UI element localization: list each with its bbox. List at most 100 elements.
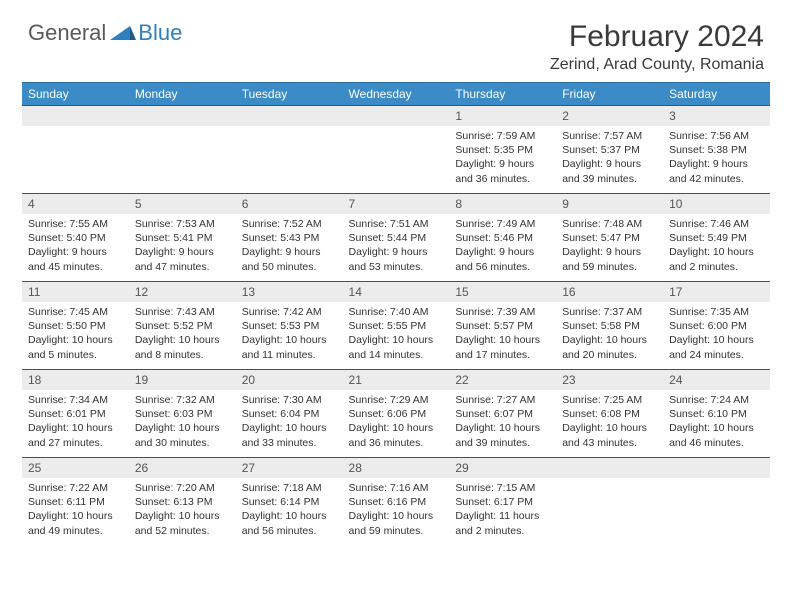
day-number: 20 — [236, 370, 343, 390]
day-header: Monday — [129, 83, 236, 106]
day-number — [129, 106, 236, 126]
calendar-cell: 11Sunrise: 7:45 AMSunset: 5:50 PMDayligh… — [22, 282, 129, 370]
day-details: Sunrise: 7:42 AMSunset: 5:53 PMDaylight:… — [236, 302, 343, 366]
calendar-cell: 12Sunrise: 7:43 AMSunset: 5:52 PMDayligh… — [129, 282, 236, 370]
day-header: Wednesday — [343, 83, 450, 106]
day-header: Tuesday — [236, 83, 343, 106]
day-header: Saturday — [663, 83, 770, 106]
day-number: 9 — [556, 194, 663, 214]
day-number — [236, 106, 343, 126]
day-number: 11 — [22, 282, 129, 302]
calendar-cell: 24Sunrise: 7:24 AMSunset: 6:10 PMDayligh… — [663, 370, 770, 458]
day-number: 16 — [556, 282, 663, 302]
day-number — [343, 106, 450, 126]
calendar-cell: 28Sunrise: 7:16 AMSunset: 6:16 PMDayligh… — [343, 458, 450, 546]
calendar-cell: 21Sunrise: 7:29 AMSunset: 6:06 PMDayligh… — [343, 370, 450, 458]
logo: General Blue — [28, 20, 182, 46]
day-number: 3 — [663, 106, 770, 126]
day-details: Sunrise: 7:59 AMSunset: 5:35 PMDaylight:… — [449, 126, 556, 190]
day-details: Sunrise: 7:48 AMSunset: 5:47 PMDaylight:… — [556, 214, 663, 278]
day-details: Sunrise: 7:39 AMSunset: 5:57 PMDaylight:… — [449, 302, 556, 366]
day-number: 6 — [236, 194, 343, 214]
calendar-cell: 25Sunrise: 7:22 AMSunset: 6:11 PMDayligh… — [22, 458, 129, 546]
day-details: Sunrise: 7:55 AMSunset: 5:40 PMDaylight:… — [22, 214, 129, 278]
calendar-cell: 13Sunrise: 7:42 AMSunset: 5:53 PMDayligh… — [236, 282, 343, 370]
day-details: Sunrise: 7:37 AMSunset: 5:58 PMDaylight:… — [556, 302, 663, 366]
day-details: Sunrise: 7:35 AMSunset: 6:00 PMDaylight:… — [663, 302, 770, 366]
logo-text-blue: Blue — [138, 20, 182, 46]
day-details: Sunrise: 7:18 AMSunset: 6:14 PMDaylight:… — [236, 478, 343, 542]
calendar-cell — [343, 106, 450, 194]
day-number: 22 — [449, 370, 556, 390]
title-block: February 2024 Zerind, Arad County, Roman… — [550, 20, 764, 74]
calendar-cell: 26Sunrise: 7:20 AMSunset: 6:13 PMDayligh… — [129, 458, 236, 546]
calendar-cell — [22, 106, 129, 194]
day-details: Sunrise: 7:52 AMSunset: 5:43 PMDaylight:… — [236, 214, 343, 278]
day-number: 25 — [22, 458, 129, 478]
day-details: Sunrise: 7:40 AMSunset: 5:55 PMDaylight:… — [343, 302, 450, 366]
calendar-cell: 2Sunrise: 7:57 AMSunset: 5:37 PMDaylight… — [556, 106, 663, 194]
logo-triangle-icon — [110, 22, 136, 45]
day-number: 1 — [449, 106, 556, 126]
day-header: Sunday — [22, 83, 129, 106]
calendar-cell — [556, 458, 663, 546]
day-number: 29 — [449, 458, 556, 478]
calendar-week: 11Sunrise: 7:45 AMSunset: 5:50 PMDayligh… — [22, 282, 770, 370]
logo-text-general: General — [28, 20, 106, 46]
day-details: Sunrise: 7:22 AMSunset: 6:11 PMDaylight:… — [22, 478, 129, 542]
day-number: 15 — [449, 282, 556, 302]
calendar-body: 1Sunrise: 7:59 AMSunset: 5:35 PMDaylight… — [22, 106, 770, 546]
calendar-week: 25Sunrise: 7:22 AMSunset: 6:11 PMDayligh… — [22, 458, 770, 546]
day-details: Sunrise: 7:32 AMSunset: 6:03 PMDaylight:… — [129, 390, 236, 454]
calendar-cell: 7Sunrise: 7:51 AMSunset: 5:44 PMDaylight… — [343, 194, 450, 282]
calendar-cell: 15Sunrise: 7:39 AMSunset: 5:57 PMDayligh… — [449, 282, 556, 370]
calendar-cell: 5Sunrise: 7:53 AMSunset: 5:41 PMDaylight… — [129, 194, 236, 282]
day-details: Sunrise: 7:20 AMSunset: 6:13 PMDaylight:… — [129, 478, 236, 542]
calendar-cell: 14Sunrise: 7:40 AMSunset: 5:55 PMDayligh… — [343, 282, 450, 370]
calendar-week: 1Sunrise: 7:59 AMSunset: 5:35 PMDaylight… — [22, 106, 770, 194]
day-details: Sunrise: 7:57 AMSunset: 5:37 PMDaylight:… — [556, 126, 663, 190]
calendar-cell: 3Sunrise: 7:56 AMSunset: 5:38 PMDaylight… — [663, 106, 770, 194]
calendar-cell: 1Sunrise: 7:59 AMSunset: 5:35 PMDaylight… — [449, 106, 556, 194]
calendar-cell: 6Sunrise: 7:52 AMSunset: 5:43 PMDaylight… — [236, 194, 343, 282]
calendar-cell: 16Sunrise: 7:37 AMSunset: 5:58 PMDayligh… — [556, 282, 663, 370]
calendar-cell — [663, 458, 770, 546]
location-text: Zerind, Arad County, Romania — [550, 56, 764, 74]
calendar-week: 4Sunrise: 7:55 AMSunset: 5:40 PMDaylight… — [22, 194, 770, 282]
calendar-cell — [129, 106, 236, 194]
day-number: 10 — [663, 194, 770, 214]
calendar-cell: 8Sunrise: 7:49 AMSunset: 5:46 PMDaylight… — [449, 194, 556, 282]
calendar-cell: 19Sunrise: 7:32 AMSunset: 6:03 PMDayligh… — [129, 370, 236, 458]
day-number: 13 — [236, 282, 343, 302]
calendar-cell: 18Sunrise: 7:34 AMSunset: 6:01 PMDayligh… — [22, 370, 129, 458]
calendar-week: 18Sunrise: 7:34 AMSunset: 6:01 PMDayligh… — [22, 370, 770, 458]
day-header-row: SundayMondayTuesdayWednesdayThursdayFrid… — [22, 83, 770, 106]
day-details: Sunrise: 7:15 AMSunset: 6:17 PMDaylight:… — [449, 478, 556, 542]
day-details: Sunrise: 7:27 AMSunset: 6:07 PMDaylight:… — [449, 390, 556, 454]
day-number: 19 — [129, 370, 236, 390]
day-number: 18 — [22, 370, 129, 390]
day-details: Sunrise: 7:51 AMSunset: 5:44 PMDaylight:… — [343, 214, 450, 278]
day-number: 4 — [22, 194, 129, 214]
day-number: 5 — [129, 194, 236, 214]
calendar-cell — [236, 106, 343, 194]
day-number — [22, 106, 129, 126]
calendar-cell: 29Sunrise: 7:15 AMSunset: 6:17 PMDayligh… — [449, 458, 556, 546]
day-number: 14 — [343, 282, 450, 302]
calendar-cell: 10Sunrise: 7:46 AMSunset: 5:49 PMDayligh… — [663, 194, 770, 282]
calendar-cell: 4Sunrise: 7:55 AMSunset: 5:40 PMDaylight… — [22, 194, 129, 282]
calendar-cell: 17Sunrise: 7:35 AMSunset: 6:00 PMDayligh… — [663, 282, 770, 370]
calendar-cell: 9Sunrise: 7:48 AMSunset: 5:47 PMDaylight… — [556, 194, 663, 282]
day-number: 24 — [663, 370, 770, 390]
day-number: 12 — [129, 282, 236, 302]
calendar-cell: 22Sunrise: 7:27 AMSunset: 6:07 PMDayligh… — [449, 370, 556, 458]
day-number — [556, 458, 663, 478]
day-details: Sunrise: 7:34 AMSunset: 6:01 PMDaylight:… — [22, 390, 129, 454]
day-details: Sunrise: 7:56 AMSunset: 5:38 PMDaylight:… — [663, 126, 770, 190]
day-number: 2 — [556, 106, 663, 126]
day-details: Sunrise: 7:45 AMSunset: 5:50 PMDaylight:… — [22, 302, 129, 366]
day-details: Sunrise: 7:46 AMSunset: 5:49 PMDaylight:… — [663, 214, 770, 278]
day-details: Sunrise: 7:53 AMSunset: 5:41 PMDaylight:… — [129, 214, 236, 278]
day-details: Sunrise: 7:43 AMSunset: 5:52 PMDaylight:… — [129, 302, 236, 366]
header: General Blue February 2024 Zerind, Arad … — [0, 0, 792, 82]
